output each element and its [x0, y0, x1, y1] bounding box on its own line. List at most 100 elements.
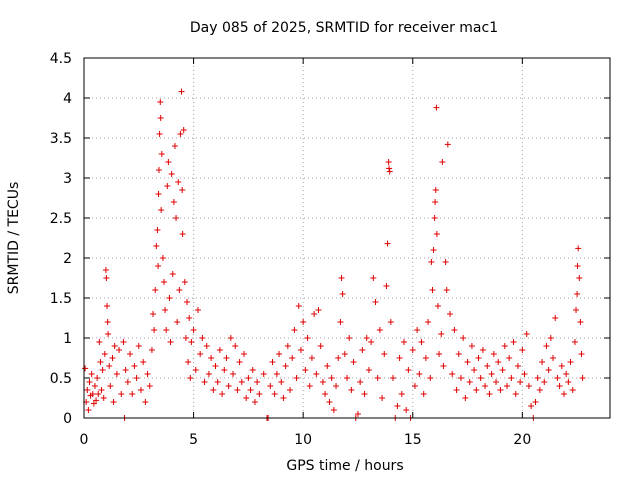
data-point — [179, 231, 186, 237]
data-point — [405, 367, 412, 373]
grid-lines — [84, 58, 610, 418]
y-tick-label: 3.5 — [50, 131, 72, 147]
data-point — [181, 279, 188, 285]
data-point — [488, 371, 495, 377]
data-point — [376, 327, 383, 333]
data-point — [122, 367, 129, 373]
data-point — [523, 331, 530, 337]
data-point — [221, 367, 228, 373]
data-point — [140, 359, 147, 365]
data-point — [247, 387, 254, 393]
data-point — [438, 331, 445, 337]
data-point — [95, 391, 102, 397]
data-point — [468, 343, 475, 349]
data-point — [208, 355, 215, 361]
data-point — [363, 335, 370, 341]
data-point — [486, 391, 493, 397]
data-point — [293, 375, 300, 381]
data-point — [532, 399, 539, 405]
data-point — [444, 141, 451, 148]
data-point — [170, 199, 177, 205]
data-point — [462, 395, 469, 401]
data-point — [311, 311, 318, 317]
data-point — [324, 363, 331, 369]
data-point — [118, 391, 125, 397]
data-point — [287, 387, 294, 393]
data-point — [157, 115, 164, 121]
data-point — [171, 143, 178, 149]
data-point — [271, 391, 278, 397]
data-point — [278, 379, 285, 385]
data-point — [326, 399, 333, 405]
data-point — [260, 371, 267, 377]
data-point — [433, 104, 440, 111]
data-point — [110, 399, 117, 405]
data-point — [232, 343, 239, 349]
data-point — [284, 343, 291, 349]
data-point — [508, 375, 515, 381]
data-point — [282, 363, 289, 369]
data-point — [447, 311, 454, 317]
data-point — [267, 383, 274, 389]
data-point — [304, 335, 311, 341]
data-point — [176, 287, 183, 293]
data-point — [387, 319, 394, 325]
data-point — [547, 335, 554, 341]
data-point — [234, 387, 241, 393]
data-point — [276, 351, 283, 357]
data-point — [350, 359, 357, 365]
data-point — [85, 407, 92, 413]
data-point — [101, 351, 108, 357]
x-tick-label: 10 — [294, 432, 312, 448]
data-point — [319, 379, 326, 385]
data-point — [146, 383, 153, 389]
y-tick-label: 4.5 — [50, 51, 72, 67]
data-point — [96, 339, 103, 345]
data-point — [439, 159, 446, 165]
data-point — [107, 383, 114, 389]
data-point — [180, 127, 187, 133]
y-axis-label: SRMTID / TECUs — [6, 182, 22, 295]
data-point — [148, 347, 155, 353]
data-point — [335, 355, 342, 361]
data-point — [174, 319, 181, 325]
data-point — [577, 319, 584, 325]
data-point — [475, 355, 482, 361]
data-point — [223, 355, 230, 361]
data-point — [473, 387, 480, 393]
data-point — [563, 371, 570, 377]
data-point — [574, 291, 581, 297]
data-point — [514, 363, 521, 369]
data-point — [400, 339, 407, 345]
data-point — [384, 240, 391, 247]
data-point — [541, 379, 548, 385]
data-point — [385, 159, 392, 165]
data-point — [214, 379, 221, 385]
data-point — [103, 275, 110, 281]
data-point — [428, 259, 435, 265]
data-point — [344, 375, 350, 381]
y-tick-label: 4 — [63, 91, 72, 107]
data-point — [97, 359, 104, 365]
data-point — [104, 303, 111, 309]
data-point — [131, 363, 138, 369]
data-point — [383, 283, 390, 289]
data-point — [501, 343, 508, 349]
data-point — [464, 359, 471, 365]
data-point — [219, 391, 226, 397]
data-points — [82, 88, 586, 421]
data-point — [322, 391, 329, 397]
data-point — [414, 327, 421, 333]
data-point — [291, 327, 298, 333]
data-point — [361, 391, 368, 397]
plot-frame — [83, 57, 611, 419]
data-point — [440, 363, 447, 369]
data-point — [124, 379, 131, 385]
data-point — [157, 99, 164, 105]
data-point — [116, 347, 123, 353]
data-point — [571, 339, 578, 345]
data-point — [330, 407, 337, 413]
data-point — [210, 387, 217, 393]
data-point — [113, 371, 120, 377]
data-point — [432, 199, 439, 205]
